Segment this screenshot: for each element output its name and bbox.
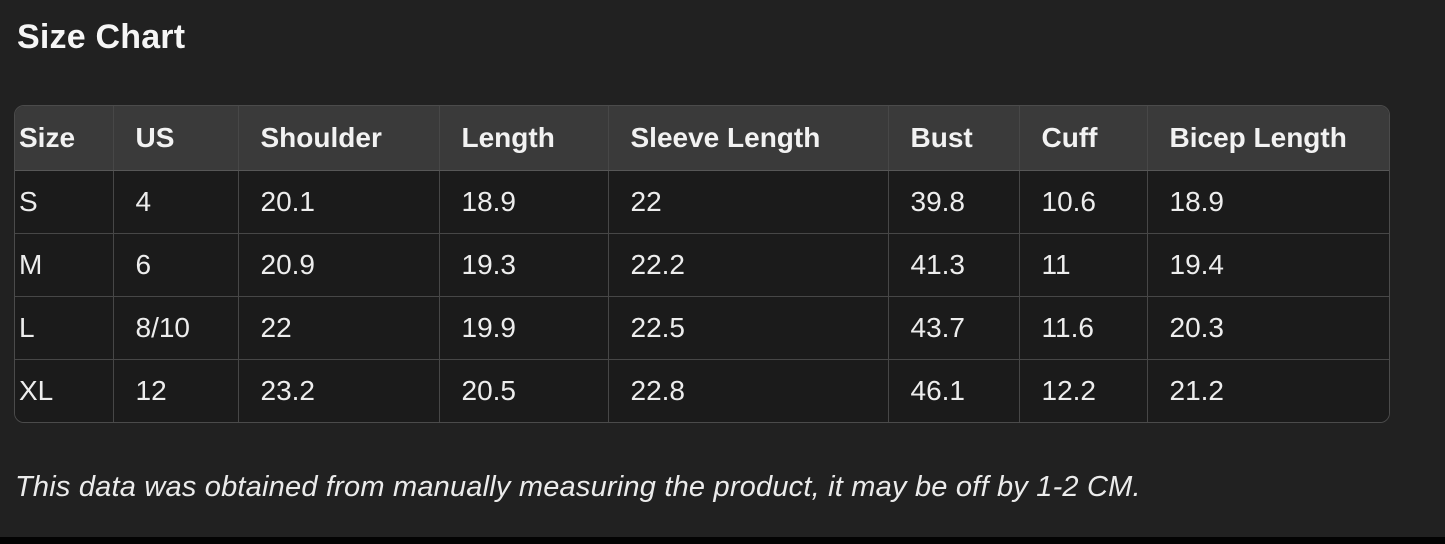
column-header-us: US [112, 106, 239, 171]
cell-us: 8/10 [112, 295, 239, 360]
cell-sleeve-length: 22.5 [607, 295, 889, 360]
page-title: Size Chart [17, 18, 186, 56]
cell-cuff: 12.2 [1018, 358, 1148, 422]
cell-shoulder: 22 [237, 295, 440, 360]
table-header-row: Size US Shoulder Length Sleeve Length Bu… [15, 106, 1389, 171]
cell-sleeve-length: 22.8 [607, 358, 889, 422]
cell-sleeve-length: 22.2 [607, 232, 889, 297]
table-body: S 4 20.1 18.9 22 39.8 10.6 18.9 M 6 20.9… [15, 169, 1389, 422]
bottom-edge-bar [0, 537, 1445, 544]
cell-length: 19.3 [438, 232, 609, 297]
cell-bust: 46.1 [887, 358, 1020, 422]
cell-length: 18.9 [438, 169, 609, 234]
cell-shoulder: 20.1 [237, 169, 440, 234]
cell-shoulder: 23.2 [237, 358, 440, 422]
cell-bicep-length: 19.4 [1146, 232, 1389, 297]
table-row-m: M 6 20.9 19.3 22.2 41.3 11 19.4 [15, 232, 1389, 297]
column-header-length: Length [438, 106, 609, 171]
column-header-shoulder: Shoulder [237, 106, 440, 171]
cell-size: XL [15, 358, 114, 422]
cell-shoulder: 20.9 [237, 232, 440, 297]
cell-us: 12 [112, 358, 239, 422]
cell-bust: 43.7 [887, 295, 1020, 360]
table-row-xl: XL 12 23.2 20.5 22.8 46.1 12.2 21.2 [15, 358, 1389, 422]
cell-size: M [15, 232, 114, 297]
cell-size: S [15, 169, 114, 234]
cell-length: 20.5 [438, 358, 609, 422]
column-header-bicep-length: Bicep Length [1146, 106, 1389, 171]
table-row-l: L 8/10 22 19.9 22.5 43.7 11.6 20.3 [15, 295, 1389, 360]
cell-us: 4 [112, 169, 239, 234]
cell-cuff: 11 [1018, 232, 1148, 297]
cell-bust: 39.8 [887, 169, 1020, 234]
cell-size: L [15, 295, 114, 360]
column-header-bust: Bust [887, 106, 1020, 171]
cell-cuff: 10.6 [1018, 169, 1148, 234]
column-header-cuff: Cuff [1018, 106, 1148, 171]
cell-bicep-length: 20.3 [1146, 295, 1389, 360]
cell-bicep-length: 21.2 [1146, 358, 1389, 422]
cell-us: 6 [112, 232, 239, 297]
size-chart-table: Size US Shoulder Length Sleeve Length Bu… [15, 106, 1389, 422]
cell-cuff: 11.6 [1018, 295, 1148, 360]
column-header-sleeve-length: Sleeve Length [607, 106, 889, 171]
cell-bicep-length: 18.9 [1146, 169, 1389, 234]
table-row-s: S 4 20.1 18.9 22 39.8 10.6 18.9 [15, 169, 1389, 234]
cell-length: 19.9 [438, 295, 609, 360]
cell-sleeve-length: 22 [607, 169, 889, 234]
cell-bust: 41.3 [887, 232, 1020, 297]
size-chart-table-container: Size US Shoulder Length Sleeve Length Bu… [14, 105, 1390, 423]
column-header-size: Size [15, 106, 114, 171]
measurement-disclaimer-text: This data was obtained from manually mea… [15, 471, 1141, 503]
